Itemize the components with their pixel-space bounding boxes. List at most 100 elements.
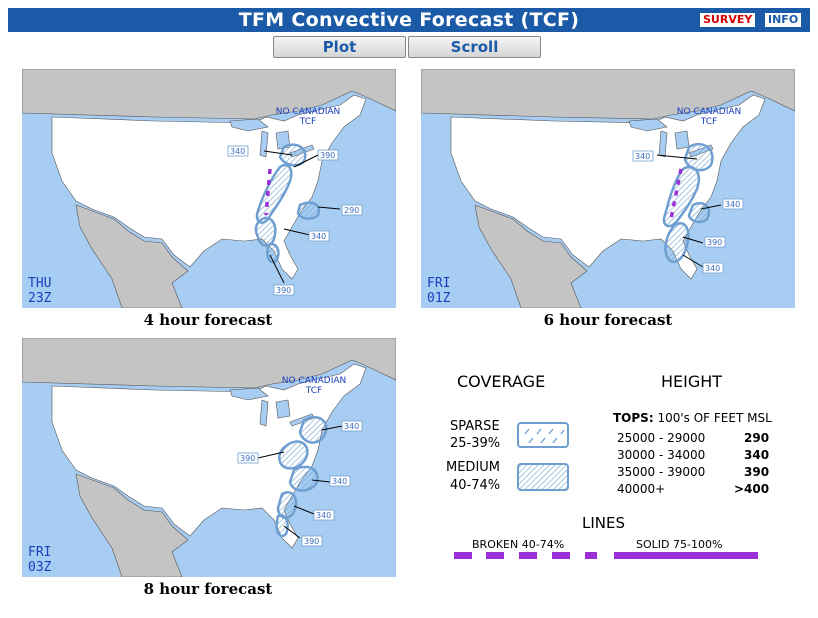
tops-label: 340 bbox=[725, 200, 740, 209]
pointer-arrow bbox=[656, 154, 698, 160]
sparse-range: 25-39% bbox=[450, 436, 501, 451]
sparse-swatch bbox=[517, 422, 569, 448]
sparse-label: SPARSE bbox=[450, 419, 500, 434]
forecast-area bbox=[255, 163, 293, 224]
broken-line bbox=[669, 168, 683, 220]
pointer-arrow bbox=[317, 206, 341, 210]
tops-header: TOPS: 100's OF FEET MSL bbox=[613, 411, 772, 425]
mexico-landmass bbox=[474, 204, 588, 308]
pointer-arrow bbox=[682, 236, 704, 244]
valid-day: FRI bbox=[28, 545, 51, 560]
tops-label: 390 bbox=[320, 151, 335, 160]
medium-range: 40-74% bbox=[450, 478, 501, 493]
forecast-map-4hr: 340 390 290 340 390 NO CANADIAN TCF THU … bbox=[22, 69, 396, 308]
height-title: HEIGHT bbox=[661, 372, 723, 391]
forecast-area bbox=[687, 202, 711, 224]
survey-button[interactable]: SURVEY bbox=[700, 13, 756, 27]
tops-units: 100's OF FEET MSL bbox=[657, 411, 772, 425]
map-note: NO CANADIAN bbox=[677, 107, 741, 117]
broken-line-dash bbox=[454, 552, 472, 559]
pointer-arrow bbox=[321, 425, 343, 431]
height-range: 30000 - 34000 bbox=[617, 448, 706, 462]
height-range: 35000 - 39000 bbox=[617, 465, 706, 479]
scroll-button[interactable]: Scroll bbox=[408, 36, 541, 58]
mexico-landmass bbox=[75, 204, 189, 308]
broken-line-dash bbox=[486, 552, 504, 559]
lake-michigan bbox=[259, 399, 269, 427]
forecast-area bbox=[298, 415, 328, 444]
valid-time: 03Z bbox=[28, 560, 52, 575]
tops-label: TOPS: bbox=[613, 411, 654, 425]
pointer-arrow bbox=[682, 254, 704, 268]
coverage-title: COVERAGE bbox=[457, 372, 546, 391]
canada-landmass bbox=[22, 338, 396, 389]
forecast-overlay: 340 390 340 340 390 NO CANADIAN TCF FRI … bbox=[28, 376, 363, 575]
tops-label: 340 bbox=[332, 477, 347, 486]
medium-swatch bbox=[517, 463, 569, 491]
lines-swatch bbox=[454, 552, 758, 559]
map-caption: 6 hour forecast bbox=[543, 311, 673, 329]
forecast-area bbox=[266, 242, 280, 264]
tops-label: 390 bbox=[707, 238, 722, 247]
tops-label: 340 bbox=[635, 152, 650, 161]
broken-line-dash bbox=[585, 552, 597, 559]
lake-michigan bbox=[259, 130, 269, 158]
height-code: >400 bbox=[734, 482, 770, 496]
pointer-arrow bbox=[283, 525, 301, 539]
lake-michigan bbox=[658, 130, 668, 158]
forecast-area bbox=[662, 165, 700, 228]
title-bar: TFM Convective Forecast (TCF) SURVEY INF… bbox=[8, 8, 810, 32]
map-caption: 4 hour forecast bbox=[143, 311, 273, 329]
forecast-area bbox=[664, 222, 690, 264]
broken-line bbox=[264, 168, 272, 216]
map-note: TCF bbox=[299, 117, 316, 127]
forecast-area bbox=[296, 201, 321, 220]
map-caption: 8 hour forecast bbox=[143, 580, 273, 598]
height-code: 340 bbox=[744, 448, 770, 462]
info-button[interactable]: INFO bbox=[765, 13, 802, 27]
canada-landmass bbox=[22, 69, 396, 120]
lines-title: LINES bbox=[582, 514, 626, 532]
forecast-area bbox=[288, 465, 319, 492]
map-canvas bbox=[22, 69, 396, 308]
tops-label: 390 bbox=[304, 537, 319, 546]
height-range: 25000 - 29000 bbox=[617, 431, 706, 445]
page-title: TFM Convective Forecast (TCF) bbox=[238, 9, 580, 31]
tops-label: 340 bbox=[316, 511, 331, 520]
pointer-arrow bbox=[293, 505, 315, 515]
tops-label: 390 bbox=[276, 286, 291, 295]
map-note: TCF bbox=[700, 117, 717, 127]
tops-label: 340 bbox=[230, 147, 245, 156]
tops-label: 390 bbox=[240, 454, 255, 463]
height-range: 40000+ bbox=[617, 482, 666, 496]
forecast-map-6hr: 340 340 390 340 NO CANADIAN TCF FRI 01Z bbox=[421, 69, 795, 308]
plot-button[interactable]: Plot bbox=[273, 36, 406, 58]
forecast-overlay: 340 390 290 340 390 NO CANADIAN TCF THU … bbox=[28, 107, 363, 306]
pointer-arrow bbox=[311, 479, 331, 483]
forecast-area bbox=[254, 216, 277, 247]
pointer-arrow bbox=[269, 254, 285, 284]
pointer-arrow bbox=[283, 228, 311, 236]
medium-label: MEDIUM bbox=[446, 460, 501, 475]
valid-day: FRI bbox=[427, 276, 450, 291]
pointer-arrow bbox=[700, 204, 722, 210]
pointer-arrow bbox=[293, 154, 319, 168]
forecast-area bbox=[683, 142, 714, 172]
pointer-arrow bbox=[263, 150, 293, 156]
lake-superior bbox=[628, 118, 668, 132]
tops-label: 340 bbox=[344, 422, 359, 431]
forecast-area bbox=[275, 513, 289, 538]
tops-label: 340 bbox=[705, 264, 720, 273]
valid-time: 01Z bbox=[427, 291, 451, 306]
broken-label: BROKEN 40-74% bbox=[472, 538, 565, 551]
lake-huron bbox=[275, 399, 291, 419]
broken-line-dash bbox=[552, 552, 570, 559]
solid-line bbox=[614, 552, 758, 559]
map-note: NO CANADIAN bbox=[276, 107, 340, 117]
forecast-area bbox=[276, 491, 298, 520]
canada-landmass bbox=[421, 69, 795, 120]
forecast-map-8hr: 340 390 340 340 390 NO CANADIAN TCF FRI … bbox=[22, 338, 396, 577]
tops-label: 340 bbox=[311, 232, 326, 241]
lake-superior bbox=[229, 118, 269, 132]
forecast-area bbox=[278, 440, 309, 470]
